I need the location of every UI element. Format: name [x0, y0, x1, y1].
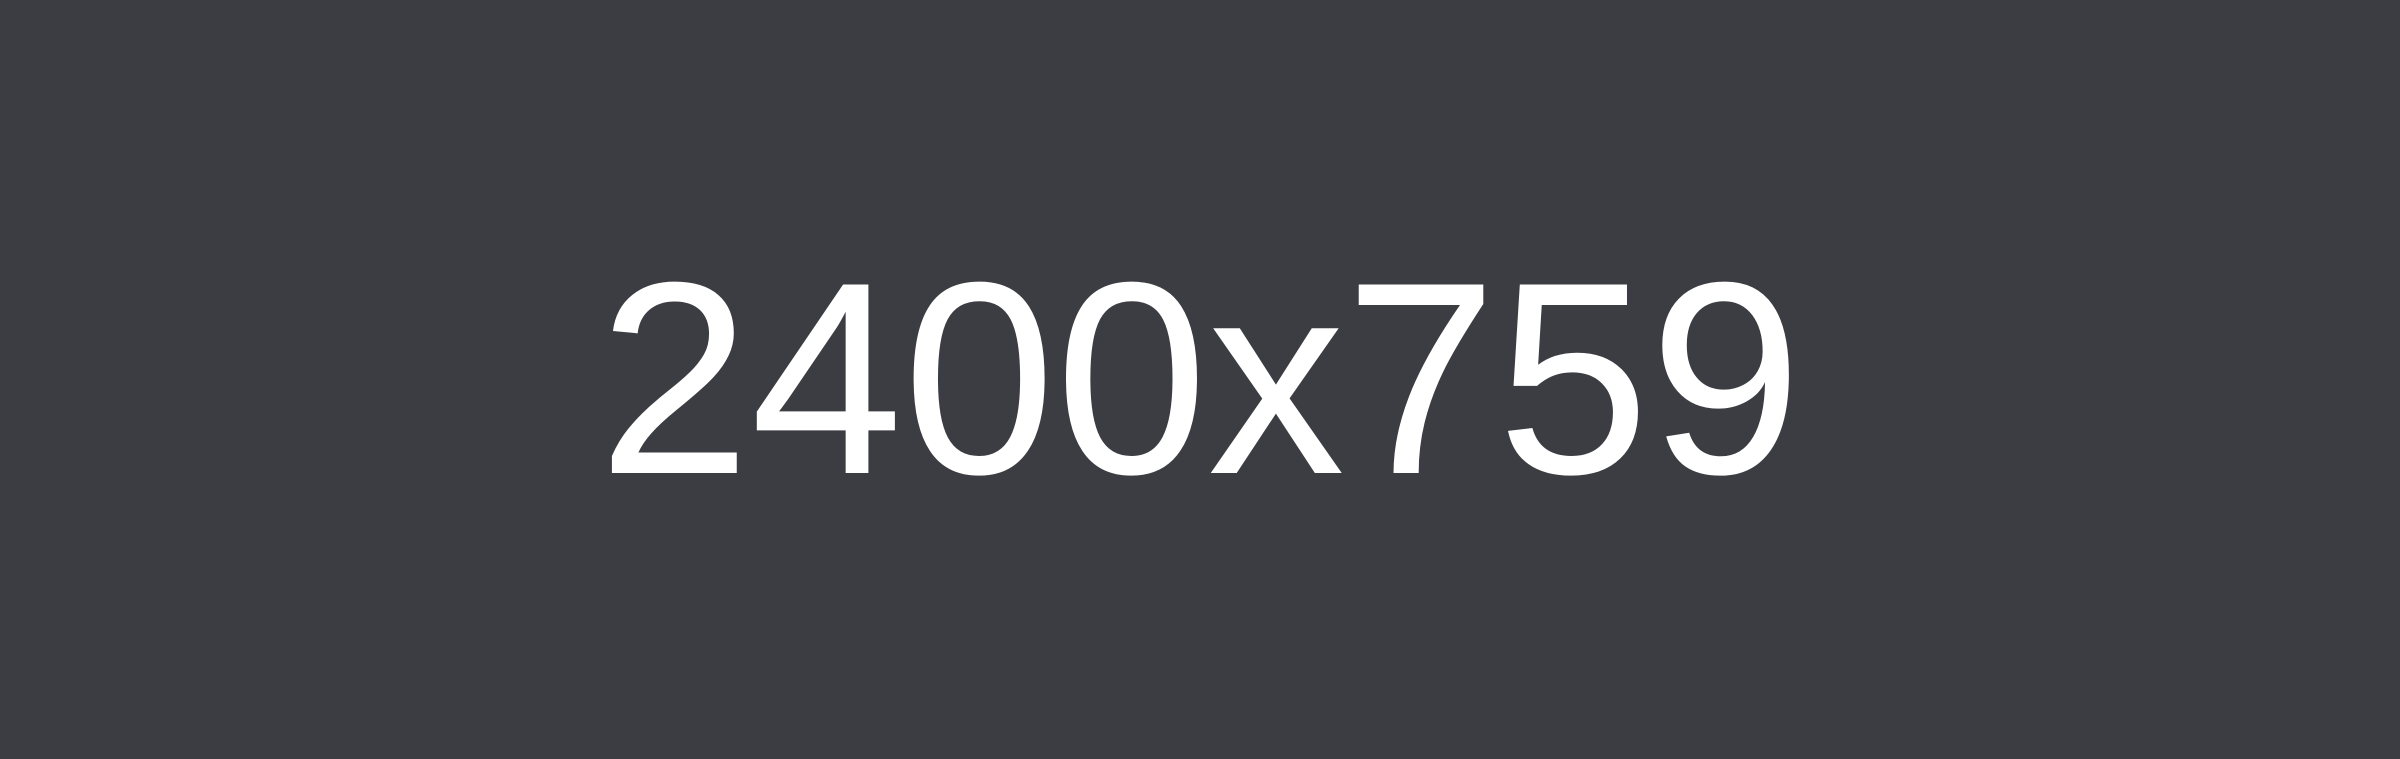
dimensions-label: 2400x759 — [598, 225, 1802, 532]
